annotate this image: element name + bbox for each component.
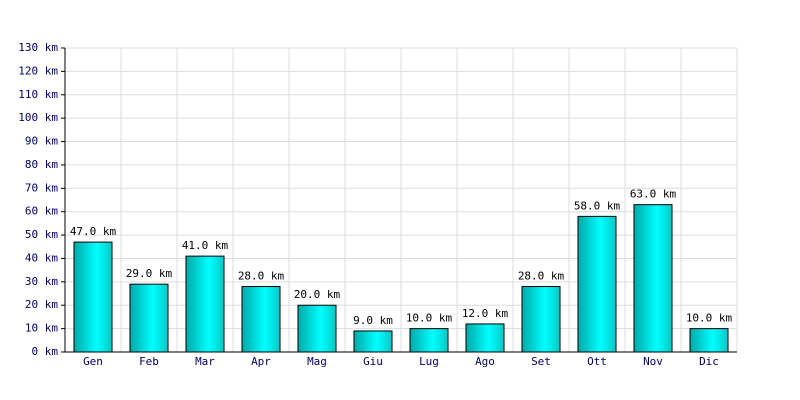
value-label: 28.0 km — [238, 270, 285, 283]
y-tick-label: 50 km — [25, 228, 58, 241]
value-label: 41.0 km — [182, 239, 229, 252]
y-tick-label: 110 km — [18, 88, 58, 101]
x-tick-label: Ott — [587, 355, 607, 368]
x-tick-label: Dic — [699, 355, 719, 368]
bar — [297, 304, 337, 353]
value-label: 28.0 km — [518, 270, 565, 283]
bar — [521, 286, 561, 353]
x-tick-label: Lug — [419, 355, 439, 368]
y-tick-label: 30 km — [25, 275, 58, 288]
y-tick-label: 20 km — [25, 298, 58, 311]
x-tick-label: Mag — [307, 355, 327, 368]
y-tick-label: 100 km — [18, 111, 58, 124]
value-label: 12.0 km — [462, 307, 509, 320]
bar — [689, 328, 729, 353]
bar — [409, 328, 449, 353]
y-tick-label: 10 km — [25, 322, 58, 335]
y-tick-label: 60 km — [25, 205, 58, 218]
bar — [353, 330, 393, 353]
value-label: 58.0 km — [574, 199, 621, 212]
bar — [465, 323, 505, 353]
value-label: 47.0 km — [70, 225, 117, 238]
x-tick-label: Set — [531, 355, 551, 368]
y-tick-label: 120 km — [18, 64, 58, 77]
bar — [73, 241, 113, 353]
y-tick-label: 80 km — [25, 158, 58, 171]
y-tick-label: 0 km — [32, 345, 59, 358]
x-tick-label: Ago — [475, 355, 495, 368]
x-tick-label: Apr — [251, 355, 271, 368]
x-tick-label: Giu — [363, 355, 383, 368]
y-tick-label: 70 km — [25, 181, 58, 194]
value-label: 63.0 km — [630, 188, 677, 201]
value-label: 29.0 km — [126, 267, 173, 280]
x-tick-label: Mar — [195, 355, 215, 368]
value-label: 10.0 km — [686, 312, 733, 325]
y-tick-label: 90 km — [25, 135, 58, 148]
value-label: 20.0 km — [294, 288, 341, 301]
value-label: 10.0 km — [406, 312, 453, 325]
bar — [241, 286, 281, 353]
bar — [577, 215, 617, 353]
y-tick-label: 40 km — [25, 251, 58, 264]
bar — [129, 283, 169, 353]
bar — [185, 255, 225, 353]
x-tick-label: Nov — [643, 355, 663, 368]
value-label: 9.0 km — [353, 314, 393, 327]
y-tick-label: 130 km — [18, 41, 58, 54]
x-tick-label: Gen — [83, 355, 103, 368]
x-tick-label: Feb — [139, 355, 159, 368]
bar — [633, 204, 673, 353]
